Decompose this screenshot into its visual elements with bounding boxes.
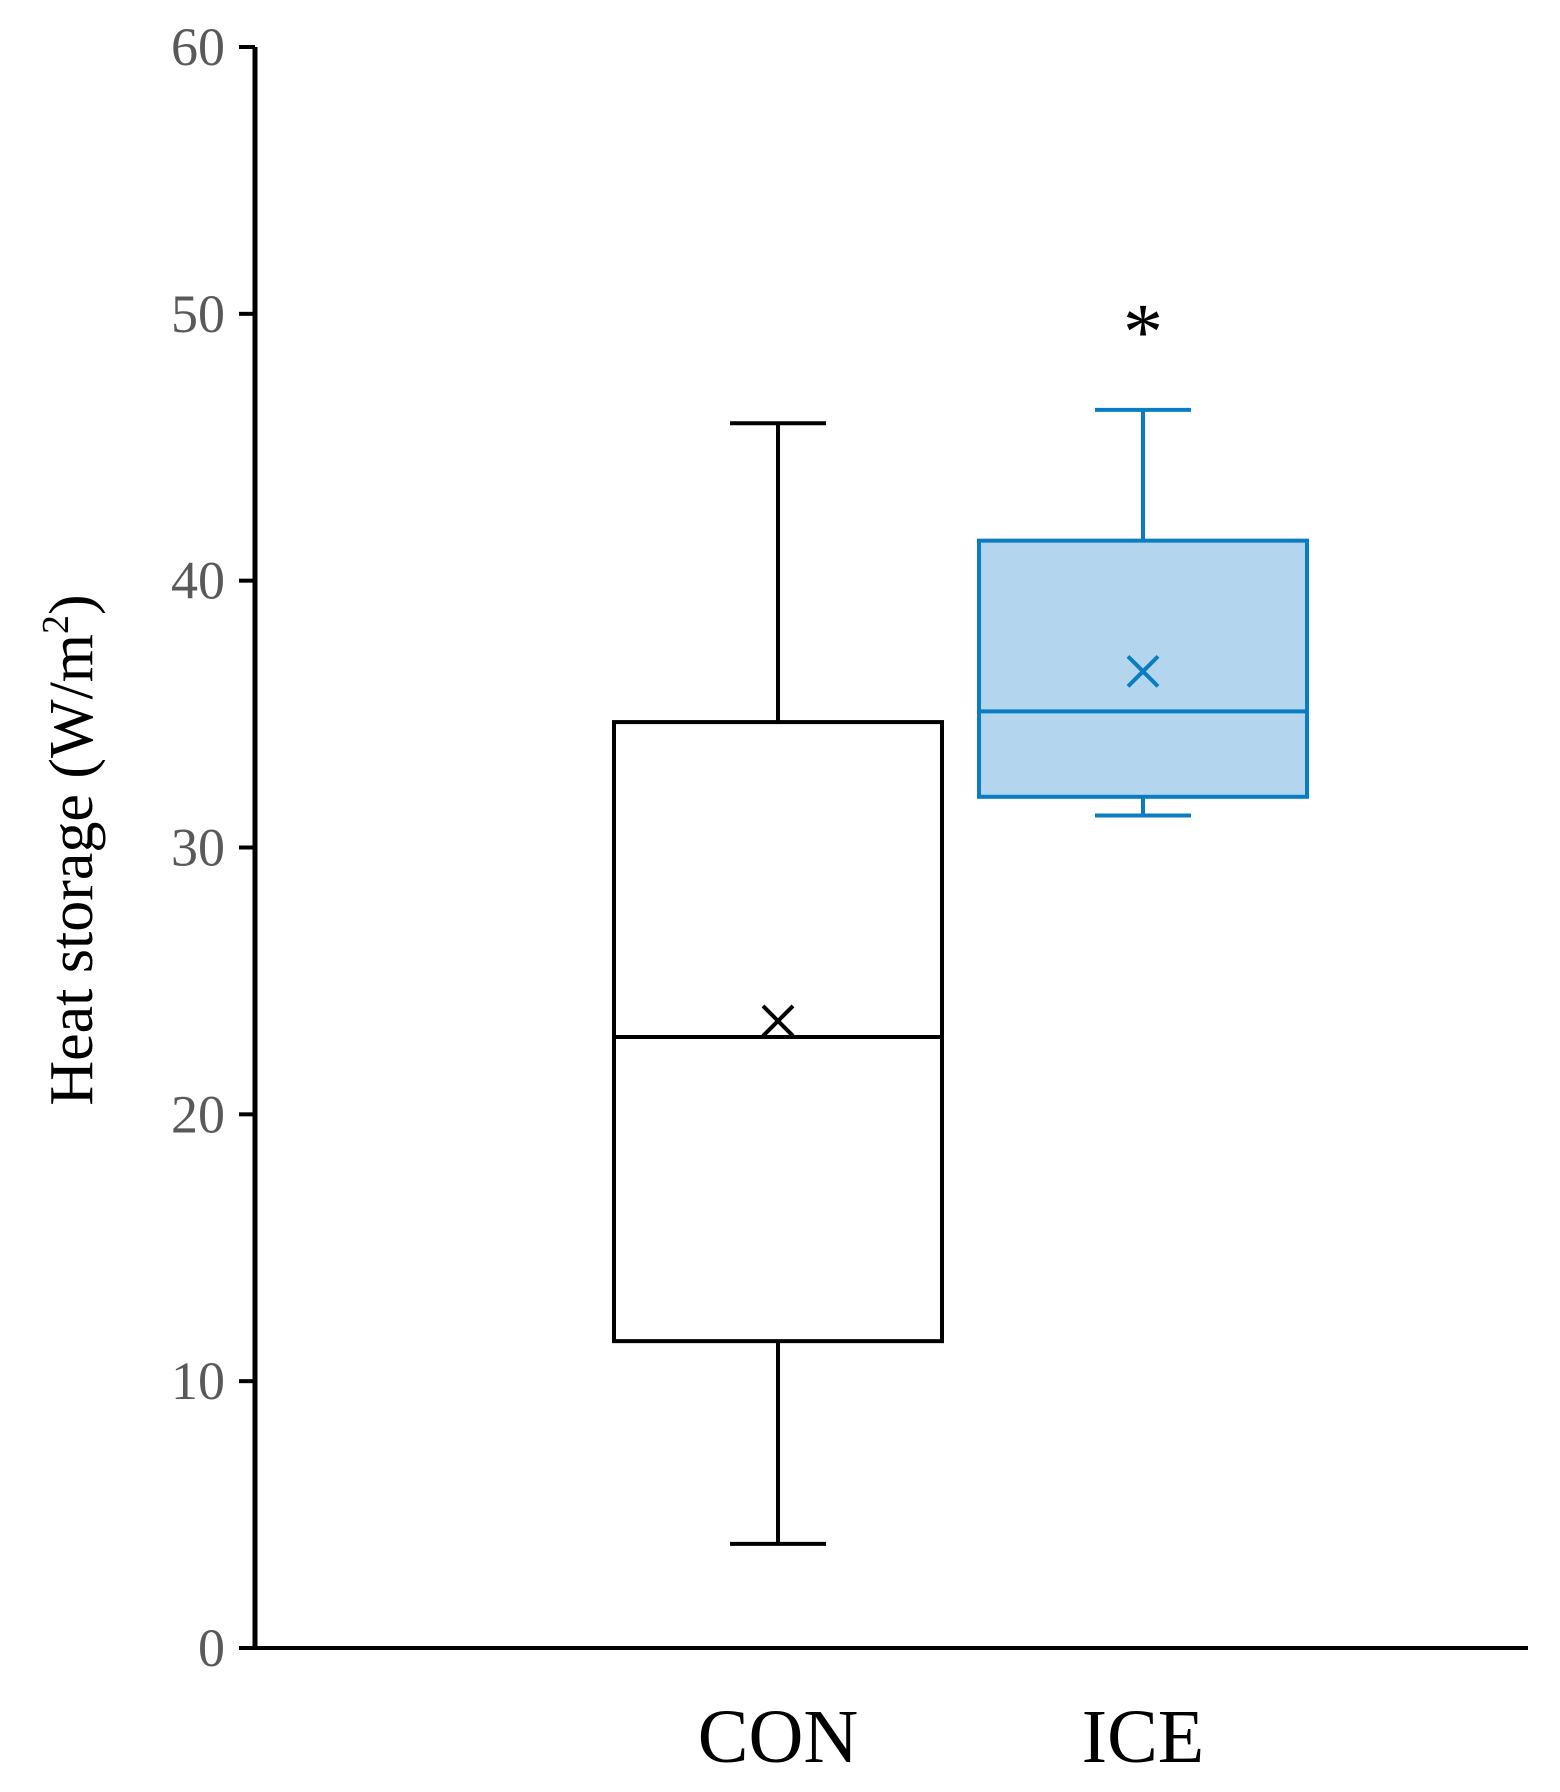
y-axis-label-text: Heat storage (W/m xyxy=(38,634,106,1106)
y-tick-label: 40 xyxy=(171,551,225,611)
axes xyxy=(239,45,1528,1650)
y-axis-label: Heat storage (W/m2) xyxy=(35,594,106,1105)
y-tick-label: 20 xyxy=(171,1084,225,1144)
y-tick-label: 30 xyxy=(171,818,225,878)
significance-asterisk: * xyxy=(1123,288,1163,376)
y-tick-label: 10 xyxy=(171,1351,225,1411)
category-label-con: CON xyxy=(698,1695,858,1779)
iqr-box xyxy=(612,720,944,1344)
category-label-ice: ICE xyxy=(1082,1695,1204,1779)
box-con xyxy=(612,421,944,1546)
y-axis-label-superscript: 2 xyxy=(35,615,77,634)
boxes xyxy=(612,407,1309,1546)
box-ice xyxy=(977,407,1309,818)
y-tick-label: 0 xyxy=(198,1618,225,1678)
mean-marker xyxy=(1126,654,1160,688)
mean-marker xyxy=(761,1004,795,1038)
y-tick-label: 60 xyxy=(171,17,225,77)
y-tick-label: 50 xyxy=(171,284,225,344)
labels: 0 10 20 30 40 50 60 Heat storage (W/m2) CON ICE * xyxy=(35,17,1204,1779)
y-axis-label-close: ) xyxy=(38,594,106,615)
